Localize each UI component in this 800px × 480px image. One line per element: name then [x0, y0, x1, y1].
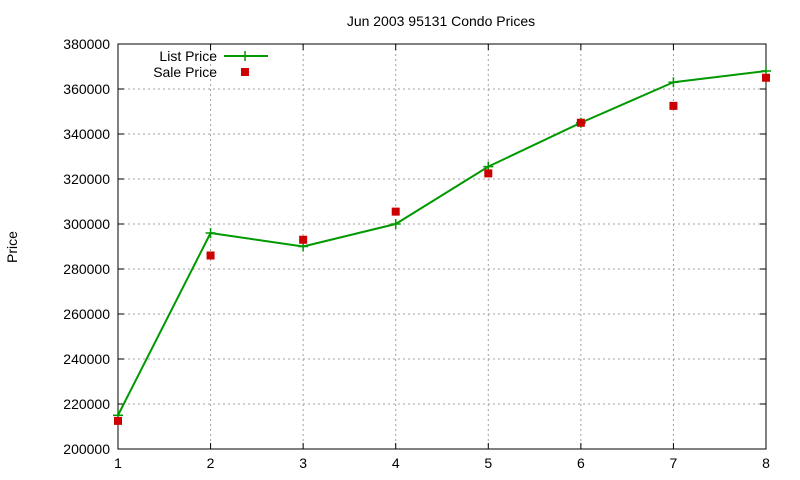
series-layer: [113, 66, 771, 425]
sale-price-point: [484, 169, 493, 178]
sale-price-point: [114, 416, 122, 425]
y-tick-label: 240000: [63, 351, 110, 367]
sale-price-point: [299, 235, 308, 244]
y-tick-label: 200000: [63, 441, 110, 457]
x-tick-label: 6: [577, 455, 585, 471]
y-tick-label: 340000: [63, 126, 110, 142]
sale-price-point: [576, 118, 585, 127]
legend-label-list-price: List Price: [159, 48, 217, 64]
sale-price-point: [206, 251, 215, 260]
sale-price-point: [762, 73, 770, 82]
x-tick-label: 8: [762, 455, 770, 471]
chart-title: Jun 2003 95131 Condo Prices: [347, 13, 535, 29]
x-tick-label: 4: [392, 455, 400, 471]
x-tick-label: 3: [299, 455, 307, 471]
legend-marker-list-price: [240, 51, 250, 61]
y-tick-label: 380000: [63, 36, 110, 52]
x-tick-label: 5: [484, 455, 492, 471]
plot-frame: [117, 43, 767, 450]
list-price-point: [205, 228, 216, 238]
axes: 200000 220000 240000 260000 280000 300000 3200…: [63, 36, 770, 471]
list-price-line: [117, 70, 767, 416]
x-tick-label: 2: [207, 455, 215, 471]
legend-label-sale-price: Sale Price: [153, 64, 217, 80]
y-tick-label: 220000: [63, 396, 110, 412]
x-tick-label: 1: [114, 455, 122, 471]
sale-price-point: [669, 101, 678, 110]
list-price-point: [668, 77, 679, 88]
x-tick-label: 7: [670, 455, 678, 471]
y-tick-label: 320000: [63, 171, 110, 187]
grid: [118, 44, 766, 449]
sale-price-point: [391, 207, 400, 216]
y-tick-label: 360000: [63, 81, 110, 97]
list-price-point: [390, 219, 401, 229]
legend-marker-sale-price: [241, 68, 249, 76]
y-tick-label: 260000: [63, 306, 110, 322]
y-tick-label: 280000: [63, 261, 110, 277]
y-axis-label: Price: [4, 231, 20, 263]
y-tick-label: 300000: [63, 216, 110, 232]
